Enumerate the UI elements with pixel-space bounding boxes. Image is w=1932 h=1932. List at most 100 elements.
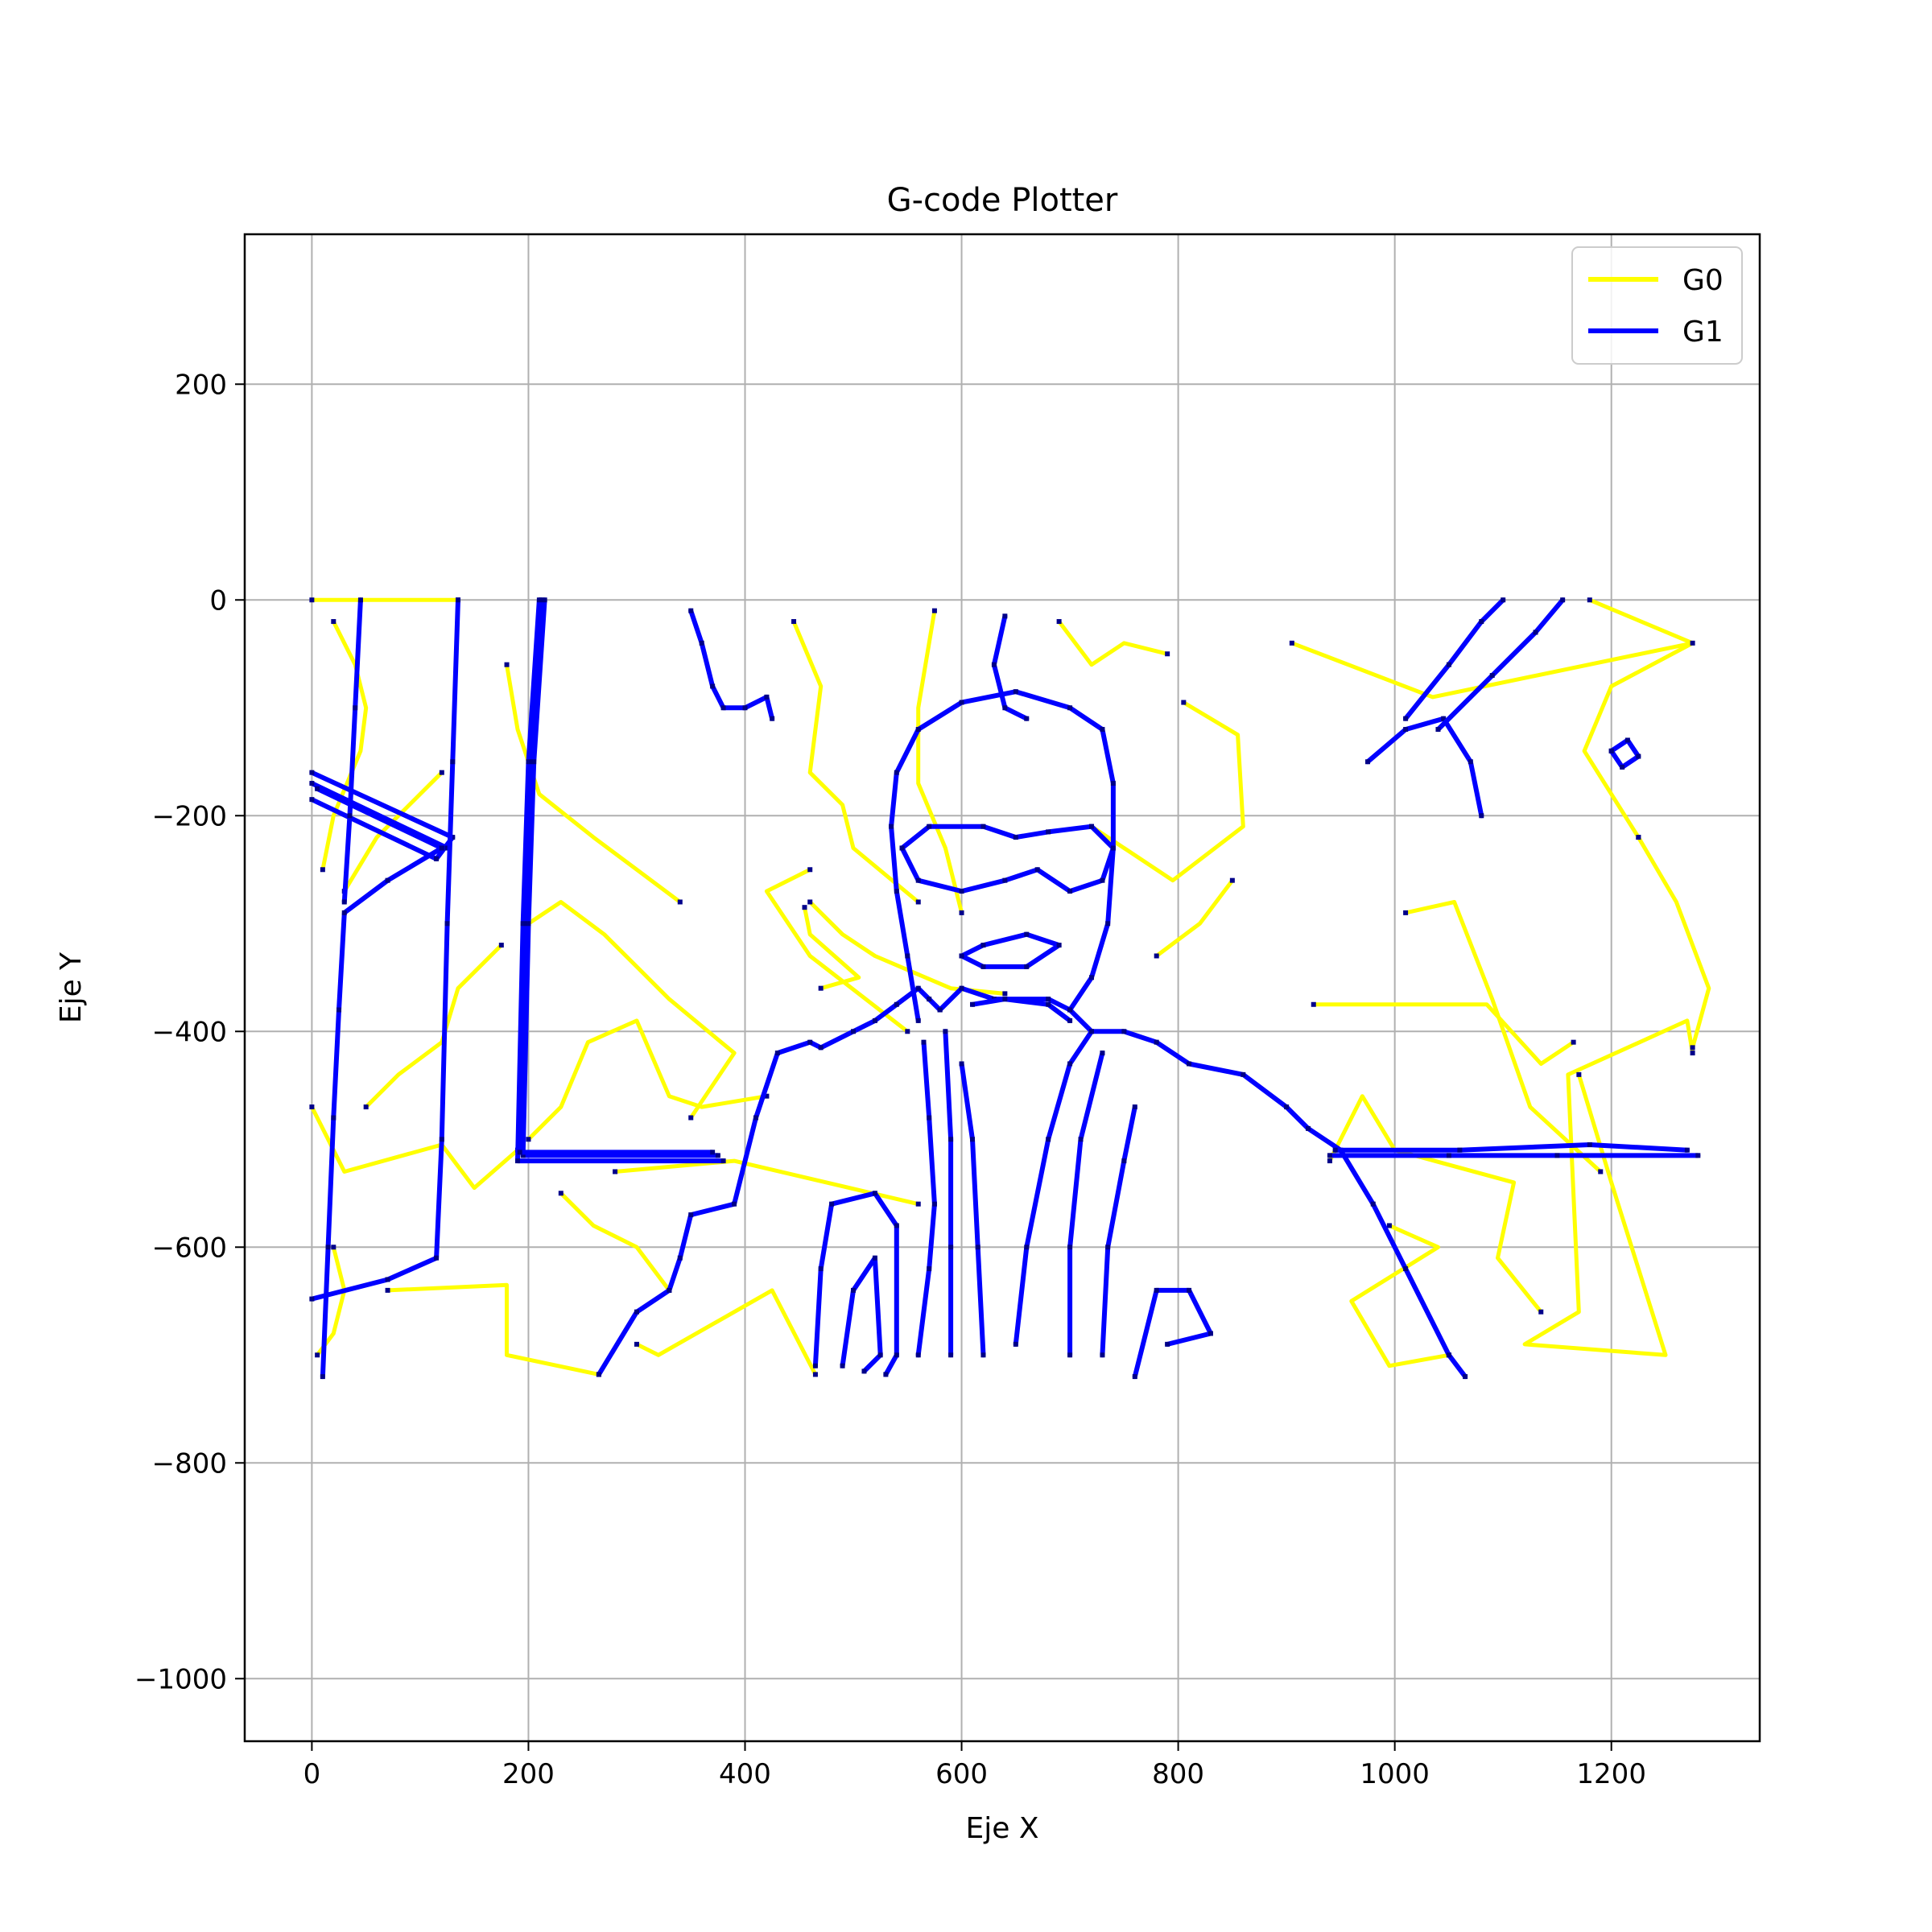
series-g1-point bbox=[434, 856, 440, 861]
series-g0-path bbox=[1327, 1094, 1543, 1315]
series-g0-path bbox=[526, 900, 737, 1120]
series-g1-point bbox=[770, 716, 775, 721]
series-g1-path bbox=[520, 597, 720, 1158]
series-g1-point bbox=[840, 1363, 845, 1368]
series-g1-point bbox=[1046, 1137, 1051, 1142]
series-g1-point bbox=[341, 910, 347, 915]
series-g1-point bbox=[450, 759, 456, 765]
series-g0-endpoint bbox=[498, 943, 504, 948]
series-g1-point bbox=[720, 705, 726, 711]
series-g1-point bbox=[699, 640, 704, 646]
series-g0-path bbox=[916, 609, 964, 915]
series-g1-point bbox=[980, 824, 986, 829]
series-g1-point bbox=[1024, 1245, 1030, 1250]
series-g1-point bbox=[851, 1029, 857, 1034]
series-g1-path bbox=[688, 608, 775, 721]
series-g1-point bbox=[1468, 759, 1473, 765]
series-g0-endpoint bbox=[807, 867, 813, 873]
series-g0-endpoint bbox=[1289, 640, 1294, 646]
series-g1-path bbox=[991, 613, 1030, 721]
series-g1-point bbox=[1187, 1287, 1192, 1293]
series-g1-point bbox=[444, 921, 450, 927]
series-g1-point bbox=[927, 1115, 932, 1121]
series-g1-path bbox=[1608, 737, 1641, 770]
series-g0-path bbox=[634, 1288, 818, 1377]
series-g1-point bbox=[1446, 1352, 1451, 1358]
series-g1-point bbox=[861, 1368, 867, 1374]
series-g0-path bbox=[613, 1158, 921, 1207]
series-g0-path bbox=[803, 905, 861, 991]
series-g1-point bbox=[1457, 1147, 1463, 1153]
series-g1-point bbox=[915, 877, 921, 883]
series-g1-point bbox=[948, 1137, 954, 1142]
series-g1-point bbox=[309, 1296, 315, 1302]
series-g1-point bbox=[1100, 877, 1105, 883]
series-g0-endpoint bbox=[385, 1287, 390, 1293]
series-g0-path bbox=[505, 663, 683, 904]
series-g1-point bbox=[1479, 813, 1484, 819]
x-tick-label: 1200 bbox=[1576, 1758, 1646, 1790]
series-g1-point bbox=[347, 813, 353, 819]
series-g1-point bbox=[829, 1201, 835, 1207]
y-tick-label: −200 bbox=[152, 800, 227, 832]
series-g1-point bbox=[1154, 1039, 1159, 1045]
series-g1-point bbox=[872, 1255, 877, 1261]
series-g0-endpoint bbox=[1229, 877, 1235, 883]
series-g0-endpoint bbox=[439, 770, 444, 775]
series-g0-endpoint bbox=[959, 910, 964, 915]
series-g1-point bbox=[531, 759, 537, 765]
series-g1-point bbox=[980, 964, 986, 969]
series-g1-path bbox=[959, 1061, 986, 1358]
series-g1-point bbox=[1013, 689, 1018, 695]
series-g1-point bbox=[439, 1137, 444, 1142]
series-g1-point bbox=[1620, 764, 1625, 770]
series-g1-point bbox=[915, 1352, 921, 1358]
series-g1-point bbox=[905, 953, 910, 959]
series-g1-point bbox=[889, 824, 894, 829]
series-g1-point bbox=[634, 1309, 639, 1315]
series-g0-endpoint bbox=[363, 1104, 369, 1110]
series-g1-path bbox=[899, 824, 1116, 894]
series-g1-point bbox=[818, 1045, 824, 1051]
series-g1-point bbox=[959, 953, 964, 959]
series-g1-path bbox=[1403, 597, 1506, 721]
series-g1-point bbox=[677, 1255, 683, 1261]
series-g1-point bbox=[596, 1372, 601, 1377]
series-g1-point bbox=[1078, 1137, 1084, 1142]
series-g1-point bbox=[1533, 630, 1538, 635]
series-g1-path bbox=[943, 1029, 954, 1358]
series-g1-point bbox=[1327, 1153, 1332, 1158]
series-g0-endpoint bbox=[1598, 1169, 1604, 1174]
series-g1-path bbox=[915, 1039, 937, 1358]
series-g0-endpoint bbox=[634, 1341, 639, 1347]
series-g0-endpoint bbox=[1587, 597, 1592, 603]
series-g0-endpoint bbox=[931, 608, 937, 613]
series-g1-point bbox=[1479, 619, 1484, 625]
series-g0-endpoint bbox=[915, 1201, 921, 1207]
series-g1-point bbox=[812, 1363, 818, 1368]
legend: G0 G1 bbox=[1571, 246, 1743, 365]
series-g1-path bbox=[309, 597, 460, 1302]
series-g1-point bbox=[325, 1245, 331, 1250]
series-g1-point bbox=[688, 1212, 694, 1218]
series-g1-point bbox=[915, 985, 921, 991]
series-g1-point bbox=[927, 1266, 932, 1272]
series-g0-endpoint bbox=[807, 899, 813, 905]
series-g1-point bbox=[1110, 781, 1116, 786]
x-tick-label: 800 bbox=[1152, 1758, 1204, 1790]
series-g1-point bbox=[450, 835, 456, 840]
series-g1-point bbox=[1046, 1001, 1051, 1007]
series-g1-path bbox=[309, 781, 450, 851]
series-g0-endpoint bbox=[1386, 1223, 1392, 1228]
series-g1-point bbox=[320, 1374, 325, 1380]
series-g1-point bbox=[1100, 727, 1105, 733]
series-g1-point bbox=[1446, 662, 1451, 667]
series-g1-point bbox=[1441, 716, 1447, 721]
series-g1-point bbox=[899, 845, 905, 851]
series-g0-endpoint bbox=[309, 1104, 315, 1110]
series-g1-point bbox=[959, 700, 964, 705]
series-g1-point bbox=[975, 1245, 980, 1250]
series-g1-point bbox=[1024, 716, 1030, 721]
series-g0-endpoint bbox=[526, 1137, 531, 1142]
series-g1-point bbox=[456, 597, 461, 603]
